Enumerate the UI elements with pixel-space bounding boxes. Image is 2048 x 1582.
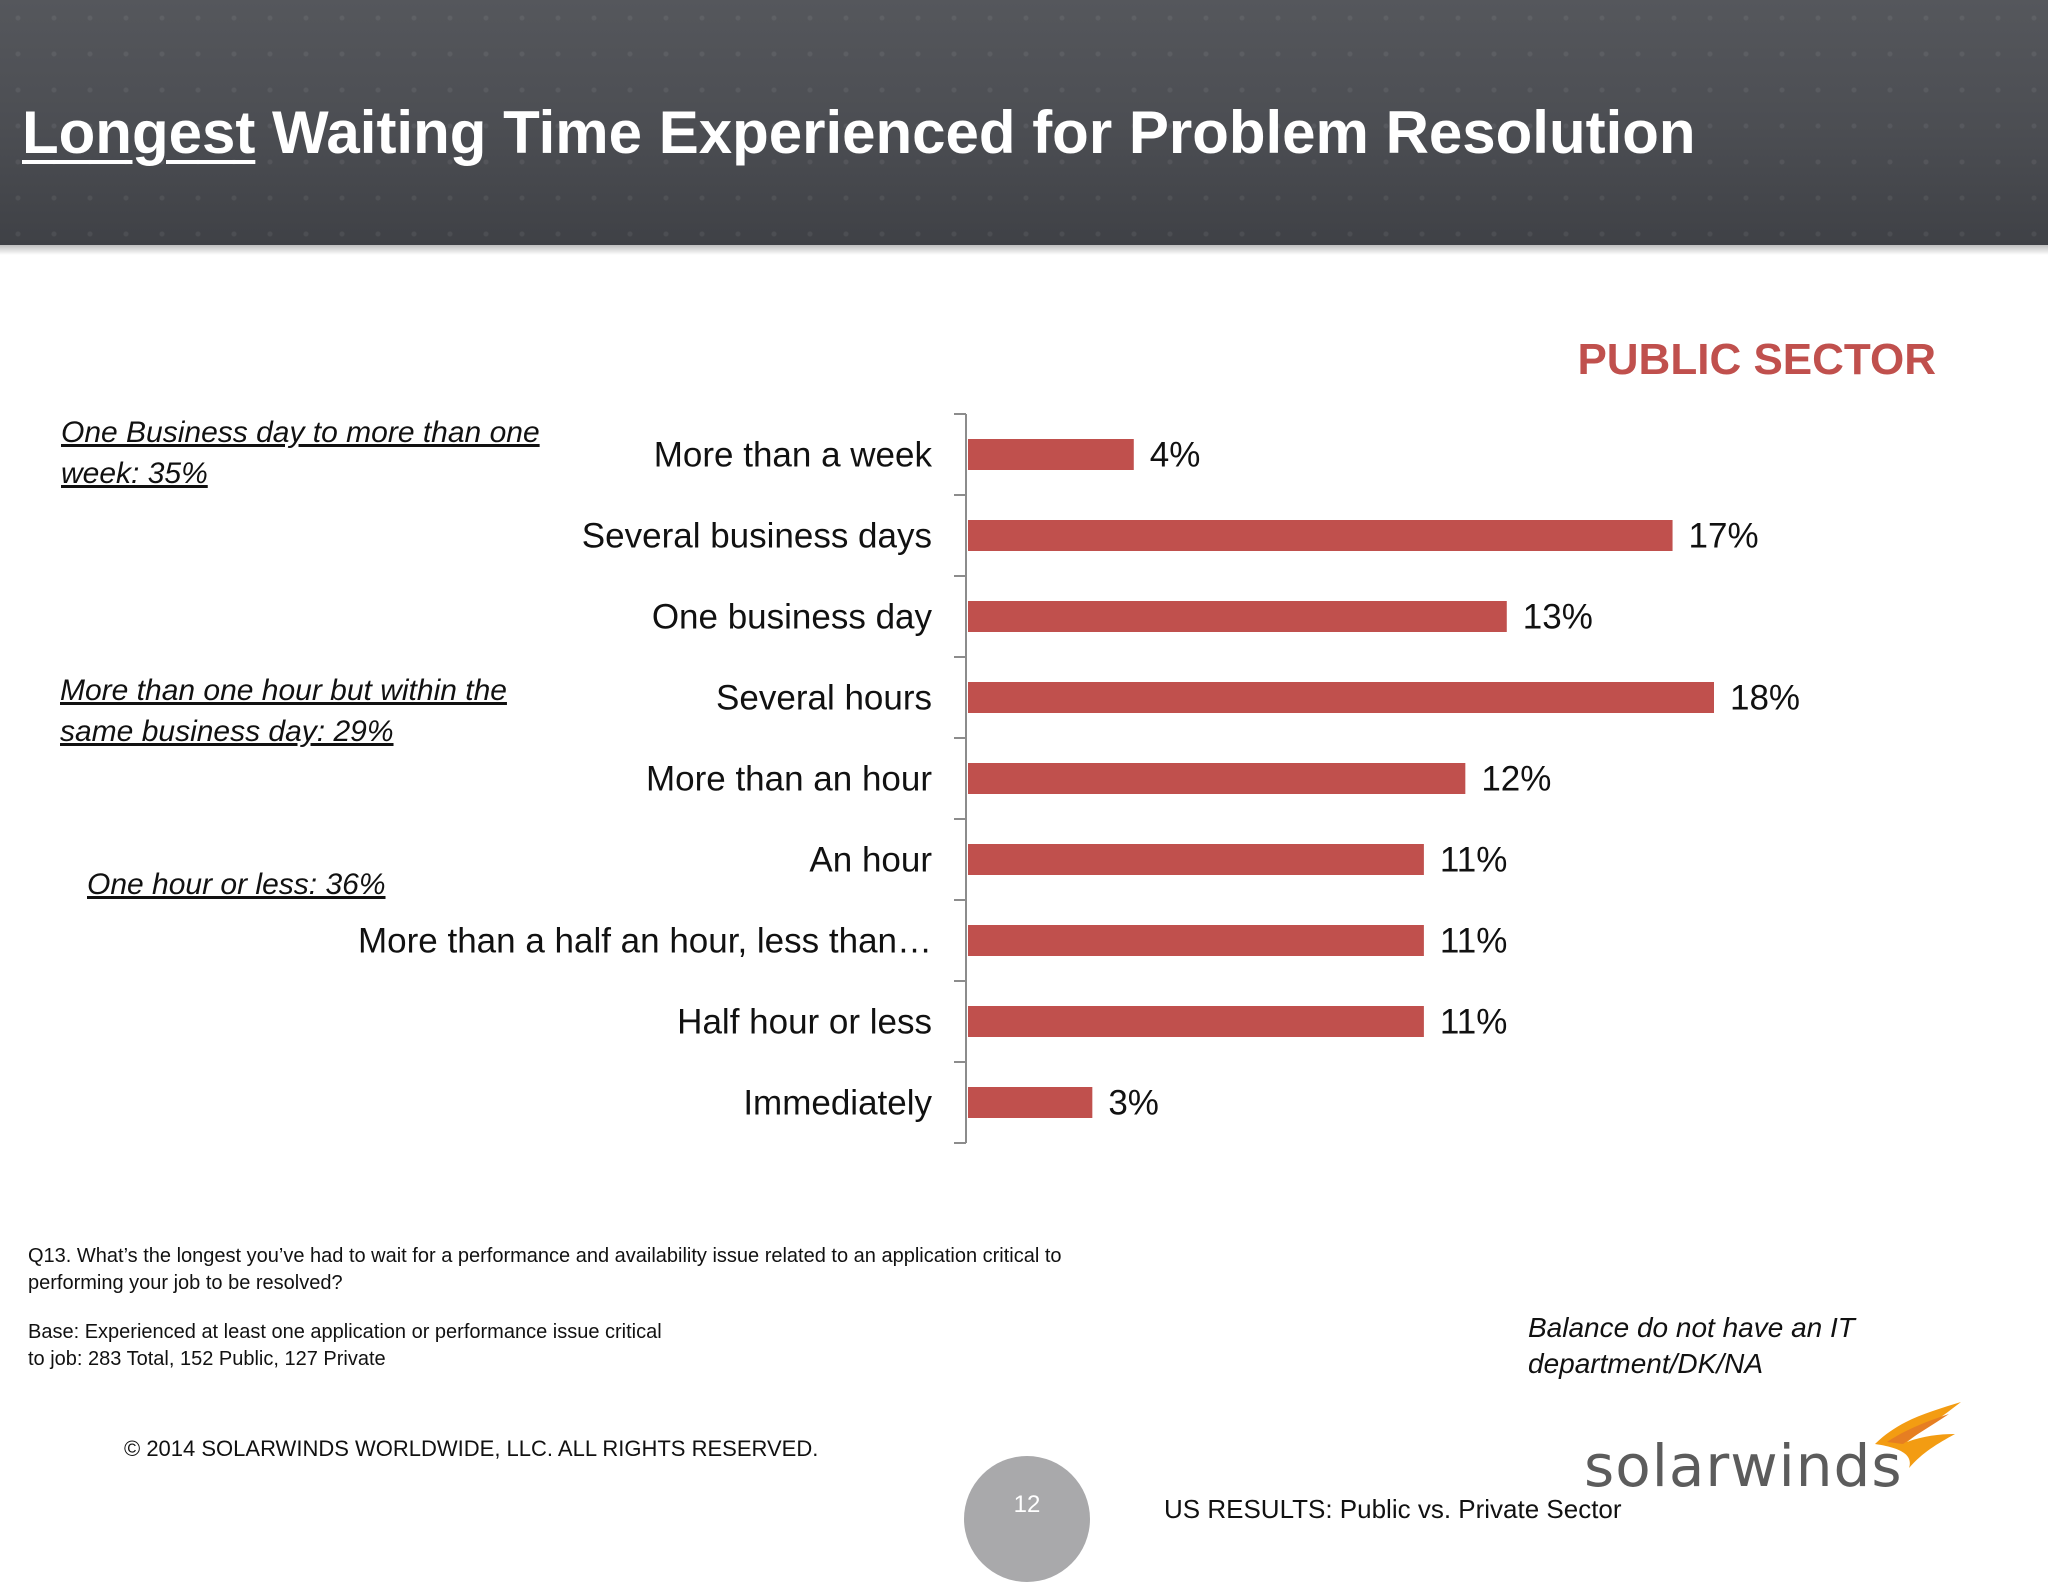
page-title: Longest Waiting Time Experienced for Pro…	[22, 98, 1696, 167]
bar-0	[968, 439, 1134, 470]
category-label-6: More than a half an hour, less than…	[358, 922, 932, 961]
category-label-0: More than a week	[654, 436, 933, 475]
bar-3	[968, 682, 1714, 713]
value-label-3: 18%	[1730, 679, 1800, 718]
header-texture	[0, 0, 2048, 245]
bar-1	[968, 520, 1673, 551]
value-label-8: 3%	[1108, 1084, 1159, 1123]
bar-6	[968, 925, 1424, 956]
balance-note: Balance do not have an IT department/DK/…	[1528, 1312, 1855, 1379]
annotation-business-day-week: One Business day to more than one week: …	[61, 416, 540, 490]
header-banner: Longest Waiting Time Experienced for Pro…	[0, 0, 2048, 245]
value-label-7: 11%	[1440, 1003, 1507, 1042]
bar-chart: More than a week 4% Several business days 1…	[358, 413, 1800, 1144]
annotation-hour-to-day: More than one hour but within the same b…	[60, 674, 507, 748]
value-label-6: 11%	[1440, 922, 1507, 961]
value-label-2: 13%	[1523, 598, 1593, 637]
base-note: Base: Experienced at least one applicati…	[28, 1321, 662, 1370]
category-label-4: More than an hour	[646, 760, 932, 799]
annotation-hour-or-less: One hour or less: 36%	[87, 868, 386, 901]
value-label-5: 11%	[1440, 841, 1507, 880]
header-shadow	[0, 245, 2048, 255]
bar-8	[968, 1087, 1093, 1118]
solarwinds-flame-icon	[1875, 1402, 1961, 1468]
bar-4	[968, 763, 1466, 794]
value-label-0: 4%	[1150, 436, 1201, 475]
footer-label: US RESULTS: Public vs. Private Sector	[1164, 1494, 1622, 1524]
value-label-1: 17%	[1689, 517, 1759, 556]
bar-7	[968, 1006, 1424, 1037]
copyright: © 2014 SOLARWINDS WORLDWIDE, LLC. ALL RI…	[124, 1436, 819, 1461]
category-label-8: Immediately	[743, 1084, 932, 1123]
title-emphasis: Longest	[22, 99, 256, 166]
category-label-1: Several business days	[582, 517, 932, 556]
logo-text: solarwinds	[1584, 1432, 1903, 1500]
solarwinds-logo: solarwinds	[1580, 1398, 1970, 1508]
title-rest: Waiting Time Experienced for Problem Res…	[255, 99, 1696, 166]
bar-2	[968, 601, 1507, 632]
question-note: Q13. What’s the longest you’ve had to wa…	[28, 1245, 1062, 1294]
page-number: 12	[964, 1456, 1090, 1582]
bar-5	[968, 844, 1424, 875]
category-label-2: One business day	[652, 598, 933, 637]
value-label-4: 12%	[1481, 760, 1551, 799]
category-label-7: Half hour or less	[677, 1003, 932, 1042]
sector-label: PUBLIC SECTOR	[1577, 335, 1936, 384]
category-label-5: An hour	[809, 841, 932, 880]
category-label-3: Several hours	[716, 679, 932, 718]
